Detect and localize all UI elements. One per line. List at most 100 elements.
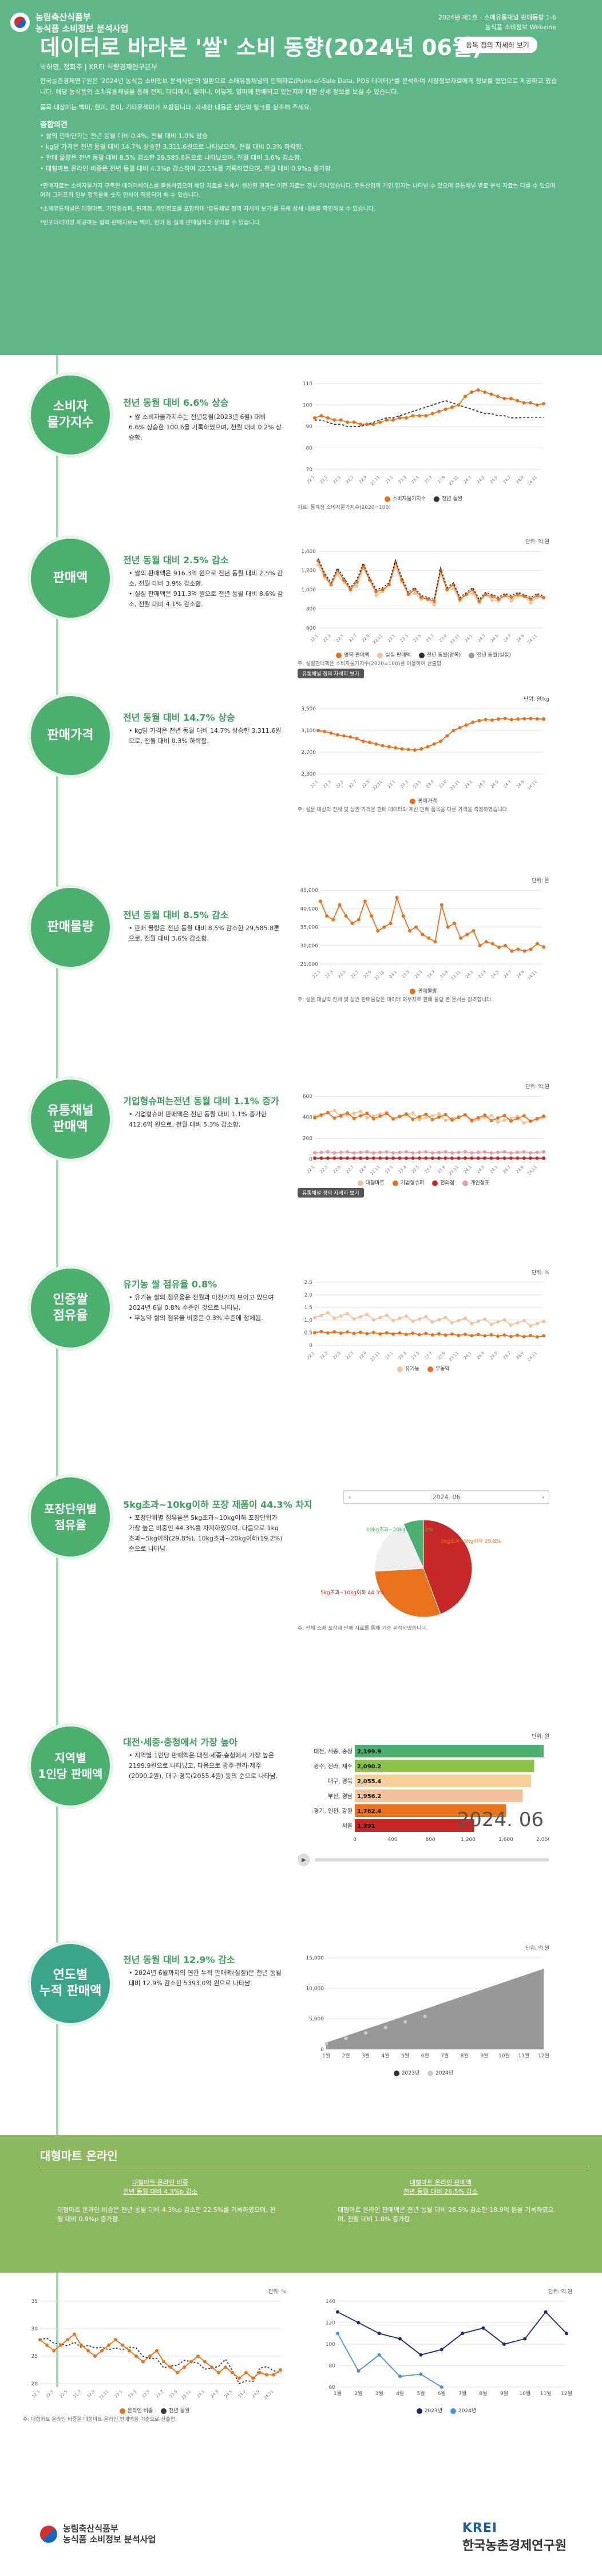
y-tick-label: 600 [303,1094,312,1100]
price-point [381,744,385,748]
x-tick-label: 22.11 [372,780,383,791]
cpi-point [378,420,382,424]
independent-point [424,1150,428,1154]
sales-2024-point [419,2372,423,2376]
region-label: 서울 [342,1823,353,1830]
cpi-point [470,390,474,394]
cpi-point [496,394,500,398]
organic-point [411,1319,415,1323]
volume-point [363,899,367,903]
hypermarket-point [332,1108,336,1112]
channel-definition-button[interactable]: 유통채널 정의 자세히 보기 [298,669,364,678]
price-point [335,733,339,737]
playback-slider[interactable] [315,1858,549,1862]
legend-dot [427,2070,433,2076]
online-share-point [141,2360,145,2364]
x-tick-label: 22.5 [59,2389,69,2399]
independent-point [411,1151,415,1155]
x-tick-label: 22.9 [358,475,368,485]
x-tick-label: 24.3 [476,475,486,485]
region-label: 부산, 경남 [328,1792,353,1800]
x-tick-label: 22.9 [86,2389,96,2399]
pesticide-free-point [509,1334,513,1338]
x-tick-label: 22.5 [335,634,345,643]
bullet-list: 포장단위별 점유율은 5kg초과~10kg이하 포장단위가 가장 높은 비중인 … [129,1513,283,1554]
organic-point [496,1320,500,1324]
online-share-point [59,2343,62,2347]
cpi-line [314,389,544,425]
pesticide-free-point [535,1335,539,1339]
y-tick-label: 40,000 [300,906,319,912]
online-share-point [155,2349,159,2353]
cpi-point [522,401,526,405]
organic-point [430,1320,434,1324]
price-point [419,747,423,751]
cpi-point [509,397,513,401]
cpi-point [391,418,395,422]
section-circle: 지역별 1인당 판매액 [27,1723,113,1809]
x-tick-label: 3월 [375,2390,383,2397]
online-share-point [196,2354,200,2358]
cpi-point [529,401,533,405]
pesticide-free-point [378,1332,382,1336]
x-tick-label: 22.11 [374,970,385,981]
section-head: 전년 동월 대비 12.9% 감소 [123,1954,235,1965]
pesticide-free-point [359,1330,362,1334]
organic-point [391,1318,395,1322]
real-sales-point [432,603,436,607]
area-2023 [326,1969,544,2049]
x-tick-label: 11월 [540,2390,552,2397]
item-definition-button[interactable]: 품목 정의 자세히 보기 [458,37,537,53]
ministry-footer-logo: 농림축산식품부 농식품 소비정보 분석사업 [40,2523,156,2545]
legend-dot [432,1180,438,1186]
organic-point [502,1318,506,1322]
nominal-sales-point [490,594,494,598]
independent-point [535,1151,539,1155]
x-tick-label: 22.7 [345,1351,355,1361]
convenience-point [457,1156,461,1160]
convenience-point [371,1156,375,1160]
x-tick-label: 12월 [561,2390,572,2397]
y-tick-label: 80 [329,2364,336,2369]
month-selector[interactable]: ‹ 2024. 06 › [343,1490,549,1504]
supermarket-point [470,1118,474,1122]
region-label: 경기, 인천, 강원 [314,1807,353,1815]
organic-point [463,1316,467,1320]
convenience-point [463,1156,467,1160]
pie-label: 5kg초과~10kg이하 44.3% [320,1590,385,1596]
nominal-sales-point [458,597,462,601]
y-tick-label: 45,000 [300,888,319,894]
supermarket-point [352,1116,356,1120]
organic-point [378,1315,382,1319]
x-tick-label: 0 [353,1837,357,1843]
x-tick-label: 22.9 [361,634,371,643]
point-2024 [364,2031,368,2035]
y-tick-label: 35,000 [300,925,319,931]
channel-definition-button[interactable]: 유통채널 정의 자세히 보기 [298,1188,364,1198]
region-label: 광주, 전라, 제주 [314,1763,353,1770]
supermarket-point [424,1112,428,1116]
channel-chart: 단위: 억 원 600 400 200 0 22.1 22.3 22.5 22.7 22.9 22… [298,1084,549,1198]
next-arrow-icon[interactable]: › [541,1493,544,1501]
convenience-point [450,1156,454,1160]
online-share-point [45,2343,49,2347]
volume-point [453,922,456,926]
online-share-point [176,2370,179,2374]
supermarket-point [378,1114,382,1118]
pesticide-free-point [476,1333,480,1337]
price-point [535,717,539,721]
online-share-point [100,2349,104,2353]
independent-point [483,1150,487,1154]
volume-point [516,947,520,951]
pesticide-free-point [339,1331,343,1335]
price-point [387,745,391,749]
pesticide-free-point [319,1330,323,1334]
play-icon[interactable]: ▶ [298,1854,310,1866]
hypermarket-point [371,1114,375,1118]
prev-arrow-icon[interactable]: ‹ [348,1493,351,1501]
convenience-point [509,1156,513,1160]
legend-dot [410,798,416,804]
pesticide-free-point [417,1333,421,1337]
x-tick-label: 24.5 [489,475,499,485]
online-share-point [237,2376,241,2380]
